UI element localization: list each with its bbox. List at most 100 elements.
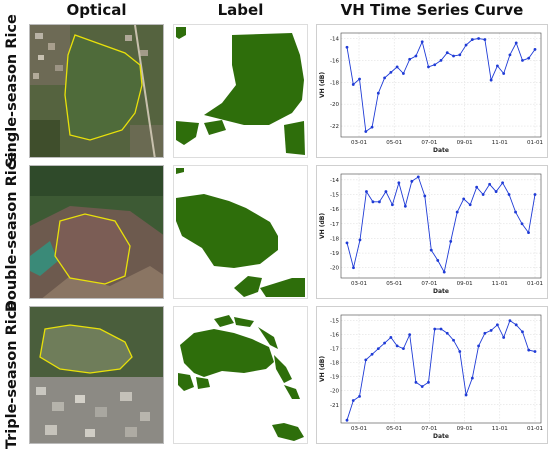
vh-data-point [397, 181, 401, 185]
vh-data-point [489, 78, 493, 82]
vh-data-point [395, 65, 399, 69]
vh-data-point [502, 72, 506, 75]
x-tick-label: 05-01 [386, 426, 402, 432]
row-label-single-season-text: Single-season Rice [4, 14, 20, 168]
y-tick-label: -16 [330, 207, 339, 213]
vh-data-point [527, 231, 530, 234]
vh-data-point [527, 56, 531, 60]
vh-data-point [358, 238, 362, 242]
y-tick-label: -17 [330, 347, 339, 353]
vh-data-point [414, 54, 418, 58]
vh-data-point [533, 48, 537, 51]
vh-series-line [346, 176, 536, 274]
vh-chart-svg-3: -21 -20 -19 -18 -17 -16 -15 03-01 05-01 07-01 09-0… [319, 314, 543, 440]
vh-data-point [483, 38, 487, 41]
x-tick-label: 03-01 [351, 140, 367, 146]
x-tick-label: 05-01 [386, 140, 402, 146]
plot-frame [340, 32, 542, 138]
vh-data-point [414, 380, 418, 384]
vh-data-point [439, 327, 443, 331]
vh-data-point [508, 53, 512, 57]
x-axis-label: Date [433, 288, 449, 295]
x-tick-label: 11-01 [492, 140, 508, 146]
vh-data-point [351, 83, 355, 86]
vh-data-point [389, 336, 393, 339]
vh-data-point [352, 266, 355, 270]
vh-data-point [408, 333, 412, 337]
plot-frame [340, 173, 542, 279]
vh-data-point [477, 37, 480, 40]
optical-image-triple-season [29, 306, 164, 444]
vh-data-point [370, 352, 374, 356]
vh-data-point [402, 72, 405, 75]
vh-data-point [458, 350, 462, 353]
x-tick-label: 07-01 [421, 426, 437, 432]
y-tick-label: -20 [330, 266, 339, 272]
vh-data-point [470, 376, 474, 380]
vh-data-point [345, 418, 349, 422]
vh-series-line [346, 319, 536, 421]
vh-chart-triple-season: -21 -20 -19 -18 -17 -16 -15 03-01 05-01 07-01 09-0… [316, 306, 548, 444]
x-tick-label: 01-01 [527, 140, 543, 146]
vh-data-point [445, 51, 449, 55]
x-tick-label: 09-01 [457, 426, 473, 432]
row-label-single-season: Single-season Rice [0, 14, 24, 168]
vh-data-point [383, 76, 386, 80]
column-header-vh-curve: VH Time Series Curve [340, 1, 524, 19]
column-header-label: Label [217, 1, 264, 19]
vh-data-point [527, 348, 531, 352]
vh-data-point [390, 203, 394, 207]
y-tick-label: -14 [330, 178, 339, 184]
vh-data-point [420, 40, 424, 44]
optical-scene-1 [30, 25, 163, 157]
vh-data-point [378, 200, 381, 204]
optical-image-double-season [29, 165, 164, 299]
y-tick-label: -22 [330, 124, 339, 130]
vh-data-point [345, 45, 349, 49]
optical-scene-3 [30, 307, 163, 443]
vh-data-point [481, 193, 485, 196]
vh-data-point [429, 248, 433, 252]
y-axis-label: VH (dB) [319, 356, 326, 382]
label-mask-shape-2 [176, 168, 305, 297]
vh-data-point [402, 347, 405, 351]
vh-data-point [488, 182, 492, 186]
label-mask-double-season [173, 165, 308, 299]
label-mask-shape-3 [178, 315, 304, 441]
vh-data-point [514, 210, 517, 214]
vh-data-point [345, 241, 349, 245]
y-tick-label: -16 [330, 58, 339, 64]
vh-data-point [371, 200, 375, 204]
optical-image-single-season [29, 24, 164, 158]
vh-data-point [508, 319, 512, 323]
vh-data-point [514, 323, 518, 327]
vh-data-point [358, 394, 361, 398]
x-tick-label: 01-01 [527, 281, 543, 287]
vh-data-point [483, 331, 487, 335]
y-tick-label: -15 [330, 319, 339, 325]
label-mask-triple-season [173, 306, 308, 444]
row-label-double-season: Double-season Rice [0, 152, 24, 312]
x-tick-label: 09-01 [457, 140, 473, 146]
y-tick-label: -21 [330, 403, 339, 409]
y-tick-label: -19 [330, 375, 339, 381]
vh-data-point [501, 181, 504, 185]
vh-data-point [403, 204, 407, 208]
vh-data-point [365, 190, 368, 193]
optical-scene-2 [30, 166, 163, 298]
x-tick-label: 05-01 [386, 281, 402, 287]
row-label-triple-season: Triple-season Rice [0, 301, 24, 449]
x-axis-label: Date [433, 433, 449, 440]
y-tick-label: -17 [330, 222, 339, 228]
vh-data-point [533, 350, 537, 353]
vh-data-point [364, 358, 368, 362]
vh-data-point [439, 58, 443, 62]
vh-data-point [452, 338, 455, 342]
y-tick-label: -19 [330, 251, 339, 257]
x-tick-label: 11-01 [492, 281, 508, 287]
vh-data-point [370, 125, 374, 129]
y-tick-label: -16 [330, 333, 339, 339]
vh-data-point [445, 331, 449, 335]
vh-data-point [433, 63, 437, 67]
vh-chart-svg-1: -22 -20 -18 -16 -14 03-01 05-01 07-01 09-01 11-01… [319, 32, 543, 154]
